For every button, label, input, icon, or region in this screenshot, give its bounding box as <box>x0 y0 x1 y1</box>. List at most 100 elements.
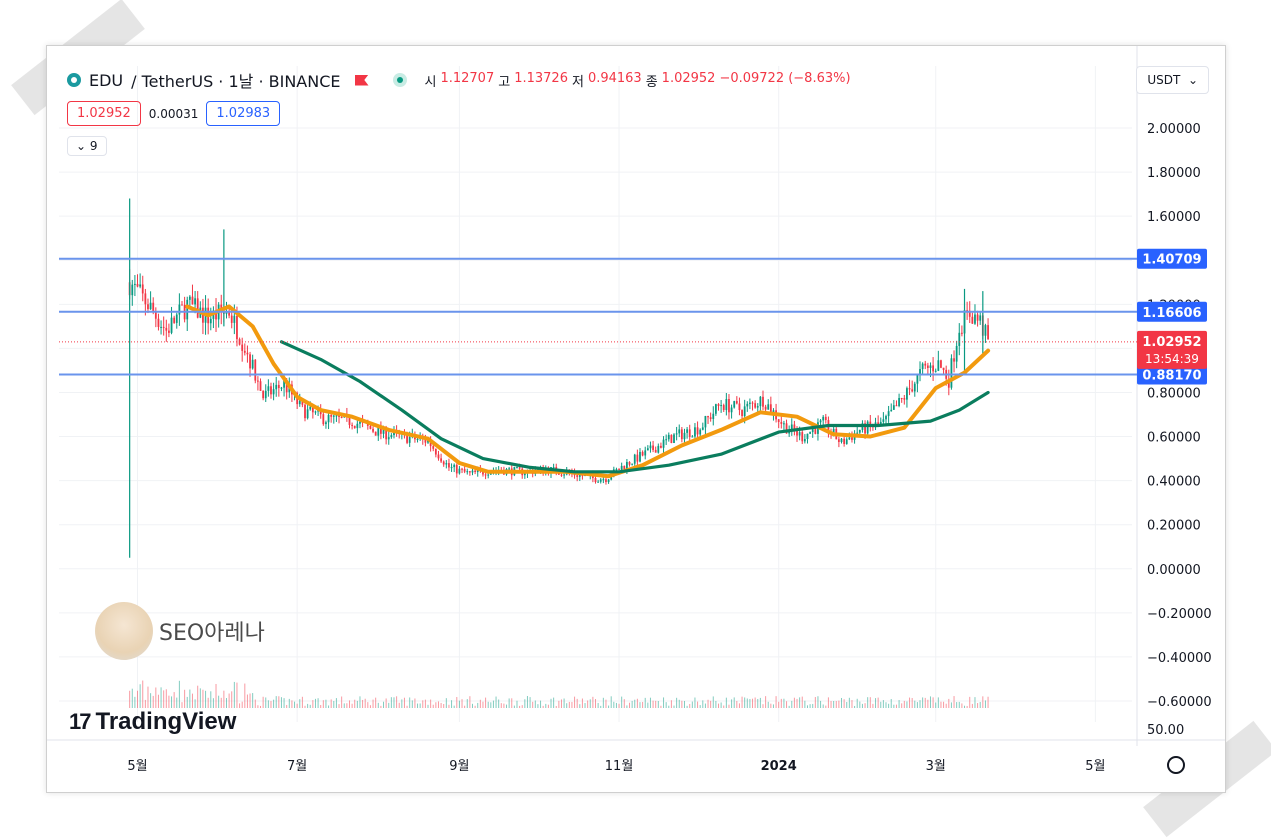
volume-bar <box>260 705 262 708</box>
candle-body <box>738 403 741 411</box>
candle-body <box>380 427 382 434</box>
volume-bar <box>767 701 769 708</box>
volume-bar <box>286 704 288 708</box>
volume-bar <box>181 702 183 708</box>
volume-bar <box>550 698 552 708</box>
volume-bar <box>652 700 654 708</box>
candle-body <box>340 416 343 418</box>
level-price-tag <box>1137 248 1207 269</box>
candle-body <box>408 436 411 443</box>
symbol-name[interactable]: EDU <box>89 70 124 90</box>
volume-bar <box>367 702 369 708</box>
volume-bar <box>867 697 869 708</box>
symbol-pair[interactable]: / TetherUS · 1날 · BINANCE <box>131 72 341 91</box>
volume-bar <box>710 700 712 708</box>
volume-bar <box>673 705 675 708</box>
volume-bar <box>398 702 400 708</box>
candle-body <box>618 469 620 471</box>
volume-bar <box>979 701 981 708</box>
volume-bar <box>526 696 528 708</box>
indicators-toggle[interactable]: ⌄ 9 <box>67 136 107 156</box>
candle-body <box>790 424 793 431</box>
volume-bar <box>205 690 207 708</box>
volume-bar <box>534 700 536 708</box>
volume-bar <box>718 703 720 708</box>
candle-body <box>131 284 134 296</box>
volume-bar <box>631 700 633 708</box>
volume-bar <box>880 701 882 708</box>
candle-body <box>149 302 152 310</box>
candle-body <box>796 430 798 436</box>
volume-bar <box>895 704 897 708</box>
volume-bar <box>131 688 133 708</box>
candle-body <box>845 439 848 444</box>
candle-body <box>879 421 882 424</box>
candle-body <box>139 284 142 287</box>
candle-body <box>275 384 278 390</box>
sell-button[interactable]: 1.02952 <box>67 101 141 126</box>
candle-body <box>353 425 356 429</box>
volume-bar <box>948 698 950 708</box>
flag-icon[interactable] <box>354 74 369 86</box>
volume-bar <box>987 696 989 708</box>
moving-average-line <box>185 304 991 479</box>
y-tick-label: 0.60000 <box>1147 431 1201 446</box>
volume-bar <box>401 699 403 708</box>
candle-body <box>372 428 374 432</box>
volume-bar <box>341 696 343 708</box>
volume-bar <box>388 702 390 708</box>
volume-bar <box>623 699 625 708</box>
price-chart[interactable]: 2.000001.800001.600001.400001.200001.000… <box>47 46 1225 792</box>
volume-bar <box>215 683 217 708</box>
volume-bar <box>668 705 670 708</box>
chevron-down-icon: ⌄ <box>1184 73 1198 87</box>
candle-body <box>453 464 456 468</box>
candle-body <box>359 421 361 424</box>
candle-body <box>434 448 437 455</box>
buy-button[interactable]: 1.02983 <box>206 101 281 126</box>
volume-bar <box>299 699 301 708</box>
candle-body <box>694 427 696 437</box>
candle-body <box>926 365 929 368</box>
candle-body <box>440 458 442 462</box>
candle-body <box>264 390 267 399</box>
volume-bar <box>220 697 222 708</box>
volume-bar <box>485 697 487 708</box>
volume-bar <box>236 682 238 708</box>
currency-select[interactable]: USDT ⌄ <box>1136 66 1209 94</box>
candle-body <box>626 462 628 470</box>
candle-body <box>900 398 903 400</box>
volume-bar <box>252 693 254 708</box>
volume-bar <box>396 696 398 708</box>
volume-bar <box>783 698 785 708</box>
settings-icon[interactable] <box>1167 756 1185 774</box>
volume-bar <box>911 698 913 708</box>
candle-body <box>607 479 610 483</box>
volume-bar <box>424 699 426 708</box>
volume-bar <box>464 705 466 708</box>
candle-body <box>170 317 173 333</box>
tradingview-logo[interactable]: 17 TradingView <box>69 708 236 736</box>
volume-bar <box>542 705 544 708</box>
candle-body <box>741 410 743 417</box>
y-tick-label: 2.00000 <box>1147 122 1201 137</box>
candle-body <box>484 474 487 476</box>
volume-bar <box>927 699 929 708</box>
candle-body <box>560 474 563 476</box>
volume-bar <box>503 703 505 708</box>
volume-bar <box>212 698 214 708</box>
candle-body <box>311 406 314 413</box>
candle-body <box>720 405 723 407</box>
market-status-icon <box>392 73 407 87</box>
volume-bar <box>683 700 685 708</box>
volume-bar <box>231 691 233 708</box>
volume-bar <box>966 705 968 708</box>
volume-bar <box>144 699 146 708</box>
candle-body <box>877 422 880 424</box>
volume-bar <box>427 704 429 708</box>
candle-body <box>445 463 448 465</box>
candle-body <box>272 389 275 395</box>
volume-bar <box>335 698 337 708</box>
volume-bar <box>278 696 280 708</box>
candle-body <box>597 481 600 483</box>
